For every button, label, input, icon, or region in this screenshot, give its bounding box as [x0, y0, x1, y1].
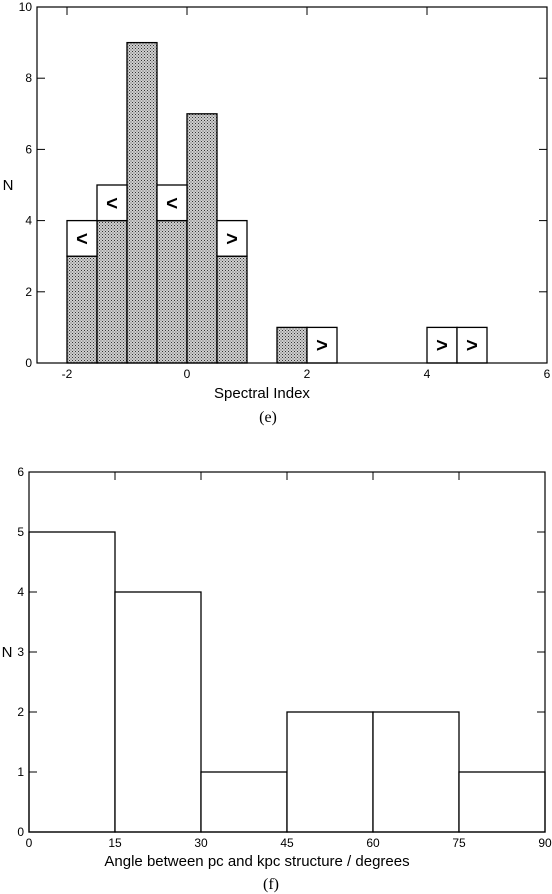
limit-marker: > [436, 335, 448, 357]
histogram-bar [200, 771, 288, 833]
y-tick-label: 0 [25, 356, 32, 370]
limit-marker: < [76, 228, 88, 250]
chart-e: < < < > > > > -2 0 2 4 6 0 2 4 6 8 10 Spectral Index N (e) [3, 0, 551, 426]
y-axis-label: N [3, 177, 14, 194]
x-tick-label: -2 [62, 367, 73, 381]
limit-marker: > [466, 335, 478, 357]
x-tick-label: 90 [538, 836, 552, 850]
y-tick-label: 2 [25, 285, 32, 299]
x-axis-label: Angle between pc and kpc structure / deg… [104, 853, 409, 870]
y-axis-label: N [2, 644, 13, 661]
histogram-bar [28, 531, 116, 833]
limit-marker: > [226, 228, 238, 250]
histogram-bar [66, 255, 98, 364]
plot-frame [36, 6, 548, 364]
panel-caption: (f) [263, 876, 279, 893]
x-tick-label: 30 [194, 836, 208, 850]
y-tick-label: 8 [25, 71, 32, 85]
histogram-bar [186, 113, 218, 364]
histogram-bar [426, 326, 458, 364]
x-tick-label: 6 [544, 367, 551, 381]
x-tick-label: 4 [424, 367, 431, 381]
x-axis-label: Spectral Index [214, 385, 310, 402]
histogram-bar [216, 255, 248, 364]
histogram-bar [66, 219, 98, 257]
histogram-bar [458, 771, 546, 833]
histogram-bar [286, 711, 374, 833]
limit-marker: > [316, 335, 328, 357]
histogram-bar [156, 219, 188, 364]
panel-caption: (e) [259, 409, 277, 426]
x-tick-label: 60 [366, 836, 380, 850]
x-tick-label: 45 [280, 836, 294, 850]
y-tick-label: 6 [17, 465, 24, 479]
y-tick-label: 4 [17, 585, 24, 599]
histogram-bar [216, 219, 248, 257]
y-tick-label: 3 [17, 645, 24, 659]
x-tick-label: 2 [304, 367, 311, 381]
limit-marker: < [106, 193, 118, 215]
y-tick-label: 5 [17, 525, 24, 539]
x-tick-label: 0 [26, 836, 33, 850]
limit-marker: < [166, 193, 178, 215]
y-tick-label: 1 [17, 765, 24, 779]
histogram-bar [96, 219, 128, 364]
y-tick-label: 6 [25, 142, 32, 156]
x-tick-label: 75 [452, 836, 466, 850]
histogram-bar [276, 326, 308, 364]
y-tick-label: 10 [19, 0, 33, 14]
histogram-bar [96, 184, 128, 222]
histogram-bar [156, 184, 188, 222]
y-tick-label: 0 [17, 825, 24, 839]
x-tick-label: 15 [108, 836, 122, 850]
histogram-bar [126, 41, 158, 364]
histogram-bar [114, 591, 202, 833]
x-tick-label: 0 [184, 367, 191, 381]
y-tick-label: 4 [25, 214, 32, 228]
y-tick-label: 2 [17, 705, 24, 719]
histogram-bar [372, 711, 460, 833]
